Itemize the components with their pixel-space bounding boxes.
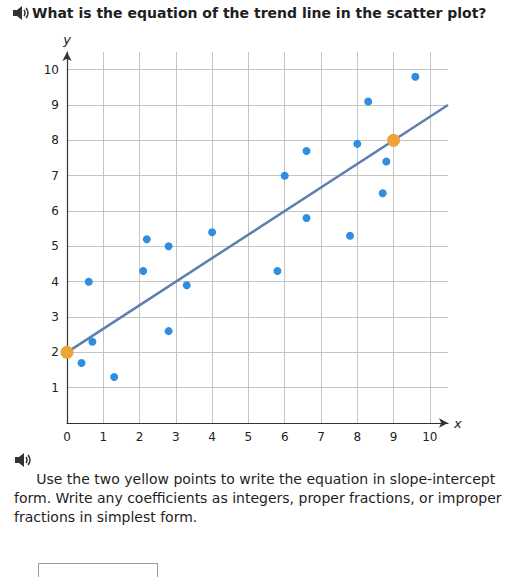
svg-text:9: 9	[390, 430, 398, 444]
svg-text:4: 4	[208, 430, 216, 444]
svg-text:9: 9	[51, 98, 59, 112]
svg-text:2: 2	[136, 430, 144, 444]
svg-text:7: 7	[51, 169, 59, 183]
svg-text:8: 8	[353, 430, 361, 444]
svg-text:10: 10	[422, 430, 437, 444]
svg-text:8: 8	[51, 133, 59, 147]
svg-text:3: 3	[172, 430, 180, 444]
svg-text:1: 1	[51, 381, 59, 395]
svg-text:6: 6	[281, 430, 289, 444]
svg-text:5: 5	[245, 430, 253, 444]
html-text:Use the two yellow points to w: Use the two yellow points to write the e…	[14, 471, 502, 525]
svg-text:5: 5	[51, 239, 59, 253]
svg-text:1: 1	[99, 430, 107, 444]
svg-text:7: 7	[317, 430, 325, 444]
html-text:What is the equation of the tr: What is the equation of the trend line i…	[32, 5, 487, 21]
svg-text:3: 3	[51, 310, 59, 324]
svg-text:4: 4	[51, 275, 59, 289]
svg-text:y: y	[62, 32, 71, 47]
svg-text:10: 10	[44, 63, 59, 77]
svg-text:2: 2	[51, 345, 59, 359]
svg-text:x: x	[453, 416, 462, 431]
svg-text:0: 0	[63, 430, 71, 444]
svg-text:6: 6	[51, 204, 59, 218]
